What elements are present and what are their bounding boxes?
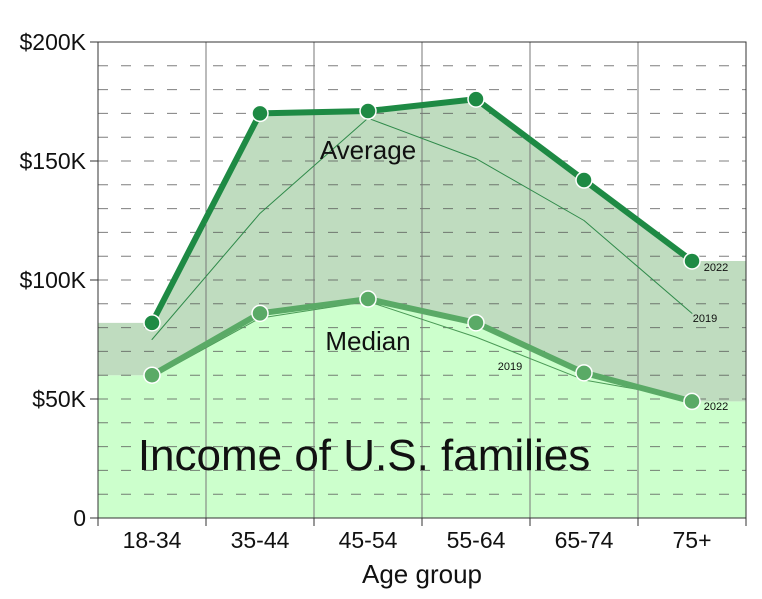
data-point-median-2022 bbox=[683, 392, 701, 411]
y-tick-label: $100K bbox=[19, 267, 86, 293]
data-point-median-2022 bbox=[143, 366, 161, 384]
x-tick-label: 55-64 bbox=[447, 527, 506, 553]
data-point-average-2022 bbox=[683, 252, 701, 270]
x-tick-label: 75+ bbox=[672, 527, 711, 553]
year-label-median-2022: 2022 bbox=[704, 401, 728, 413]
y-tick-label: $200K bbox=[19, 29, 86, 55]
axes: 0 $50K $100K $150K $200K 18-34 35-44 45-54 55-64… bbox=[19, 29, 747, 553]
year-label-median-2019: 2019 bbox=[498, 361, 522, 373]
x-tick-label: 45-54 bbox=[339, 527, 398, 553]
series-line-median-2022 bbox=[149, 296, 695, 405]
chart-title: Income of U.S. families bbox=[138, 431, 590, 480]
data-point-average-2022 bbox=[575, 171, 593, 189]
y-tick-label: $50K bbox=[32, 386, 86, 412]
year-label-average-2022: 2022 bbox=[704, 262, 728, 274]
year-label-average-2019: 2019 bbox=[693, 313, 717, 325]
y-tick-label: 0 bbox=[73, 505, 86, 531]
data-point-median-2022 bbox=[359, 290, 377, 308]
data-point-median-2022 bbox=[467, 314, 485, 332]
x-tick-label: 65-74 bbox=[555, 527, 614, 553]
data-point-median-2022 bbox=[251, 304, 269, 323]
data-point-average-2022 bbox=[251, 104, 269, 123]
series-label-average: Average bbox=[320, 135, 416, 165]
series-layer bbox=[143, 90, 701, 411]
data-point-average-2022 bbox=[143, 314, 161, 332]
x-axis-title: Age group bbox=[362, 559, 482, 589]
plot-area bbox=[98, 42, 746, 518]
series-line-median-2019 bbox=[151, 300, 693, 400]
series-line-average-2019 bbox=[151, 117, 693, 340]
series-label-median: Median bbox=[325, 326, 410, 356]
data-point-median-2022 bbox=[575, 364, 593, 382]
data-point-average-2022 bbox=[359, 102, 377, 120]
series-line-average-2022 bbox=[149, 96, 695, 326]
x-tick-label: 18-34 bbox=[123, 527, 182, 553]
x-tick-label: 35-44 bbox=[231, 527, 290, 553]
labels-layer: Average Median 2022 2019 2019 2022 Incom… bbox=[138, 135, 728, 589]
data-point-average-2022 bbox=[467, 90, 485, 108]
y-tick-label: $150K bbox=[19, 148, 86, 174]
